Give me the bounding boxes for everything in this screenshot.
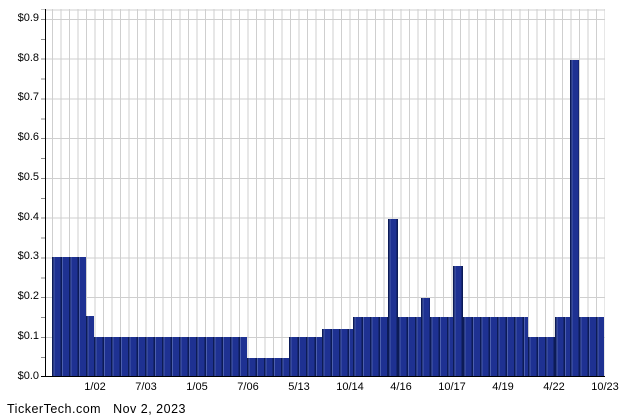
chart-footer: TickerTech.com Nov 2, 2023 — [7, 402, 186, 416]
dividend-bar-segment — [528, 337, 555, 376]
x-axis-tick-label: 1/02 — [84, 381, 106, 393]
dividend-bar-segment — [94, 337, 247, 376]
y-axis-tick-label: $0.2 — [17, 290, 39, 302]
dividend-bar-segment — [421, 298, 430, 376]
x-axis-tick-label: 4/16 — [390, 381, 412, 393]
dividend-bar-segment — [570, 60, 579, 376]
x-axis-tick-label: 4/19 — [492, 381, 514, 393]
x-axis-tick-label: 10/14 — [336, 381, 364, 393]
dividend-bar-segment — [86, 316, 94, 376]
dividend-bar-segment — [322, 329, 353, 376]
dividend-bar-segment — [463, 317, 528, 376]
dividend-bar-segment — [52, 257, 86, 376]
y-axis-line — [45, 9, 46, 377]
x-axis-line — [41, 376, 605, 377]
y-axis-tick-label: $0.0 — [17, 370, 39, 382]
dividend-bar-segment — [579, 317, 604, 376]
dividend-bar-segment — [555, 317, 570, 376]
dividend-bar-segment — [388, 219, 398, 376]
dividend-bar-segment — [247, 358, 289, 376]
plot-area — [45, 9, 605, 376]
dividend-bar-segment — [353, 317, 388, 376]
x-axis-tick-label: 5/13 — [288, 381, 310, 393]
y-axis-minor-ticks — [41, 9, 45, 377]
x-axis-tick-label: 1/05 — [186, 381, 208, 393]
y-axis-tick-label: $0.3 — [17, 250, 39, 262]
x-axis-tick-label: 7/06 — [237, 381, 259, 393]
dividend-bar-segment — [398, 317, 421, 376]
chart-date: Nov 2, 2023 — [113, 402, 186, 416]
bars-layer — [45, 9, 605, 376]
y-axis-tick-label: $0.1 — [17, 330, 39, 342]
x-axis-tick-label: 4/22 — [543, 381, 565, 393]
dividend-bar-segment — [289, 337, 322, 376]
dividend-bar-segment — [453, 266, 463, 376]
y-axis-tick-label: $0.8 — [17, 52, 39, 64]
y-axis-tick-label: $0.4 — [17, 211, 39, 223]
y-axis-tick-label: $0.9 — [17, 12, 39, 24]
source-credit: TickerTech.com — [7, 402, 102, 416]
x-axis-tick-label: 10/23 — [591, 381, 619, 393]
y-axis-tick-label: $0.5 — [17, 171, 39, 183]
y-axis-tick-label: $0.7 — [17, 91, 39, 103]
x-axis-tick-label: 7/03 — [135, 381, 157, 393]
dividend-bar-segment — [430, 317, 453, 376]
x-axis-tick-label: 10/17 — [438, 381, 466, 393]
y-axis-tick-label: $0.6 — [17, 131, 39, 143]
